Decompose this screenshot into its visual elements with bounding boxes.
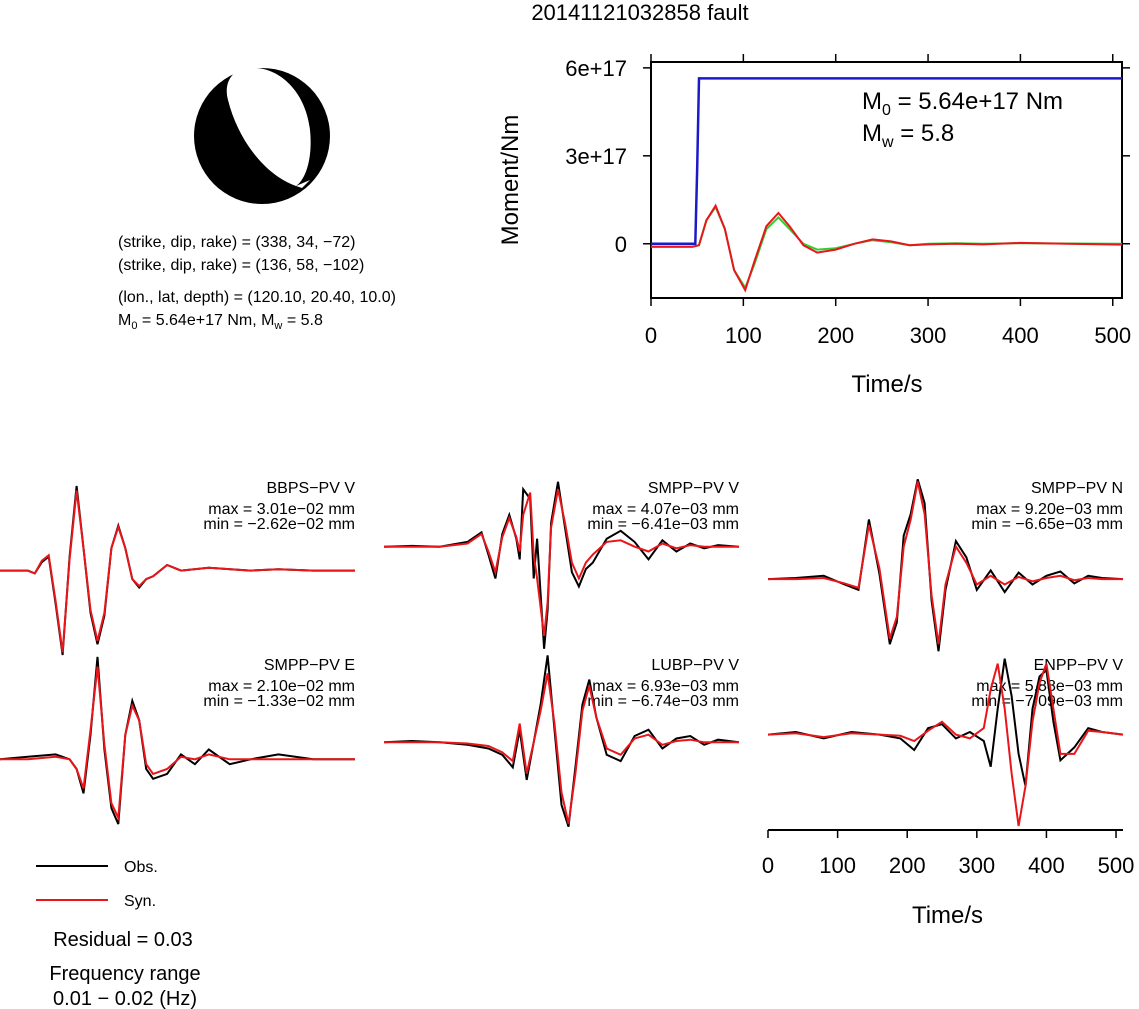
source-info: (strike, dip, rake) = (338, 34, −72) (st… bbox=[118, 234, 396, 332]
source-info-line2: (strike, dip, rake) = (136, 58, −102) bbox=[118, 257, 364, 274]
moment-xtick-label: 300 bbox=[910, 323, 947, 348]
synthetic-waveform bbox=[0, 490, 355, 653]
waveform-xtick-label: 200 bbox=[889, 853, 926, 878]
synthetic-waveform bbox=[0, 666, 355, 822]
waveform-station-label: BBPS−PV V bbox=[267, 480, 356, 497]
waveform-station-label: SMPP−PV E bbox=[264, 657, 355, 674]
waveform-max-label: max = 2.10e−02 mm bbox=[208, 678, 355, 695]
waveform-station-label: LUBP−PV V bbox=[651, 657, 739, 674]
moment-annotation-mw-prefix: M bbox=[862, 120, 882, 147]
observed-waveform bbox=[383, 655, 740, 828]
waveform-min-label: min = −6.41e−03 mm bbox=[587, 516, 739, 533]
source-info-line4: M0 = 5.64e+17 Nm, Mw = 5.8 bbox=[118, 312, 323, 332]
source-info-mw-sub: w bbox=[273, 320, 282, 332]
moment-ytick-label: 0 bbox=[615, 232, 627, 257]
waveform-xtick-label: 400 bbox=[1028, 853, 1065, 878]
moment-annotation-m0-prefix: M bbox=[862, 88, 882, 115]
waveform-station-label: ENPP−PV V bbox=[1034, 657, 1124, 674]
synthetic-waveform bbox=[384, 489, 739, 637]
waveform-max-label: max = 9.20e−03 mm bbox=[976, 501, 1123, 518]
legend: Obs. Syn. bbox=[36, 859, 158, 910]
moment-annotation-m0-sub: 0 bbox=[882, 102, 891, 119]
moment-yaxis-label: Moment/Nm bbox=[497, 115, 524, 246]
waveform-max-label: max = 6.93e−03 mm bbox=[592, 678, 739, 695]
source-info-line1: (strike, dip, rake) = (338, 34, −72) bbox=[118, 234, 355, 251]
waveform-xtick-label: 100 bbox=[819, 853, 856, 878]
source-info-m0-sub: 0 bbox=[131, 320, 137, 332]
waveform-xaxis-label: Time/s bbox=[912, 902, 983, 929]
moment-curve bbox=[651, 77, 1122, 246]
moment-annotation-m0: M0 = 5.64e+17 Nm bbox=[862, 88, 1063, 119]
waveform-min-label: min = −6.74e−03 mm bbox=[587, 693, 739, 710]
waveform-xtick-label: 300 bbox=[958, 853, 995, 878]
beachball-white-sliver bbox=[296, 180, 310, 188]
waveform-min-label: min = −2.62e−02 mm bbox=[203, 516, 355, 533]
synthetic-waveform bbox=[767, 663, 1124, 827]
waveform-xtick-label: 0 bbox=[762, 853, 774, 878]
moment-annotation-mw: Mw = 5.8 bbox=[862, 120, 954, 151]
moment-ytick-label: 3e+17 bbox=[565, 144, 627, 169]
synthetic-waveform bbox=[768, 481, 1123, 645]
legend-obs-label: Obs. bbox=[124, 859, 158, 876]
synthetic-waveform bbox=[384, 673, 739, 824]
waveform-max-label: max = 4.07e−03 mm bbox=[592, 501, 739, 518]
moment-annotation-m0-value: = 5.64e+17 Nm bbox=[891, 88, 1063, 115]
waveform-min-label: min = −6.65e−03 mm bbox=[971, 516, 1123, 533]
moment-xtick-label: 0 bbox=[645, 323, 657, 348]
waveform-max-label: max = 3.01e−02 mm bbox=[208, 501, 355, 518]
source-info-m0-prefix: M bbox=[118, 312, 131, 329]
moment-annotation-mw-sub: w bbox=[881, 134, 894, 151]
moment-xaxis-label: Time/s bbox=[851, 371, 922, 398]
moment-chart: 0 3e+17 6e+17 0 100 200 300 400 500 Time/s Moment/… bbox=[497, 54, 1131, 398]
source-info-line3: (lon., lat, depth) = (120.10, 20.40, 10.… bbox=[118, 289, 396, 306]
moment-xtick-label: 500 bbox=[1094, 323, 1131, 348]
waveform-min-label: min = −1.33e−02 mm bbox=[203, 693, 355, 710]
legend-syn-label: Syn. bbox=[124, 893, 156, 910]
figure-title: 20141121032858 fault bbox=[531, 0, 748, 25]
frequency-range-label: Frequency range bbox=[49, 963, 200, 985]
moment-chart-frame bbox=[650, 61, 1123, 299]
beachball bbox=[194, 67, 330, 204]
beachball-white-lobe bbox=[226, 67, 311, 186]
waveform-station-label: SMPP−PV N bbox=[1031, 480, 1123, 497]
moment-annotation-mw-value: = 5.8 bbox=[894, 120, 955, 147]
waveform-station-label: SMPP−PV V bbox=[648, 480, 739, 497]
moment-xtick-label: 200 bbox=[817, 323, 854, 348]
moment-xtick-label: 100 bbox=[725, 323, 762, 348]
moment-xtick-label: 400 bbox=[1002, 323, 1039, 348]
moment-annotation: M0 = 5.64e+17 Nm Mw = 5.8 bbox=[862, 88, 1063, 151]
waveform-xtick-label: 500 bbox=[1098, 853, 1135, 878]
source-info-mw-value: = 5.8 bbox=[282, 312, 323, 329]
stf-curve-red bbox=[651, 203, 1123, 293]
frequency-range-value: 0.01 − 0.02 (Hz) bbox=[53, 988, 197, 1009]
moment-ytick-label: 6e+17 bbox=[565, 56, 627, 81]
residual-label: Residual = 0.03 bbox=[53, 929, 193, 951]
source-info-m0-value: = 5.64e+17 Nm, M bbox=[137, 312, 274, 329]
waveform-min-label: min = −7.09e−03 mm bbox=[971, 693, 1123, 710]
